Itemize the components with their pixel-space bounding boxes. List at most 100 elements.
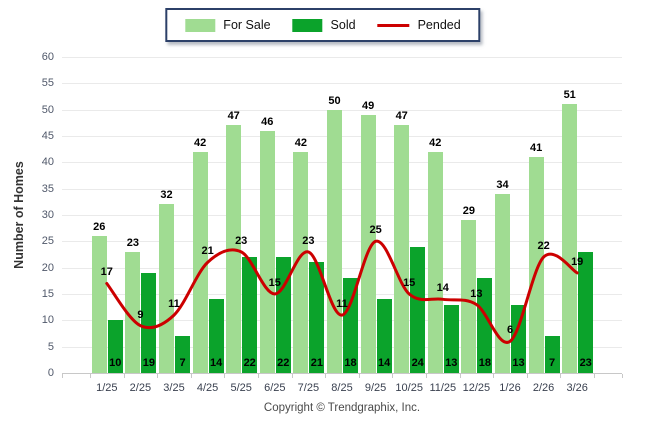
y-tick-label: 5 xyxy=(47,340,54,353)
pended-value-label: 21 xyxy=(201,245,214,258)
x-axis-tick xyxy=(358,374,360,378)
y-tick-label: 30 xyxy=(41,209,54,221)
sold-value-label: 22 xyxy=(277,357,290,369)
sold-value-label: 18 xyxy=(478,357,492,369)
y-tick-label: 20 xyxy=(41,261,54,274)
sold-bar xyxy=(410,246,426,373)
pended-value-label: 6 xyxy=(506,324,514,337)
sold-value-label: 7 xyxy=(549,357,556,369)
x-tick-label: 9/25 xyxy=(364,382,387,394)
pended-value-label: 11 xyxy=(168,298,180,311)
sold-value-label: 22 xyxy=(243,357,256,369)
pended-line-swatch xyxy=(377,23,410,27)
x-axis-tick xyxy=(258,374,259,378)
legend-label-pended: Pended xyxy=(417,18,461,32)
for-sale-value-label: 34 xyxy=(496,178,509,191)
for-sale-bar xyxy=(394,125,410,373)
for-sale-value-label: 49 xyxy=(361,99,375,112)
for-sale-bar xyxy=(293,151,309,373)
for-sale-value-label: 51 xyxy=(563,89,576,102)
x-axis-tick xyxy=(190,374,192,378)
legend-label-sold: Sold xyxy=(330,18,356,32)
for-sale-value-label: 42 xyxy=(429,136,442,149)
y-tick-label: 15 xyxy=(41,288,54,300)
x-axis-tick xyxy=(224,374,226,378)
x-axis-tick xyxy=(392,374,394,378)
sold-value-label: 14 xyxy=(209,357,223,369)
gridline xyxy=(62,346,622,348)
sold-swatch xyxy=(292,18,323,32)
x-tick-label: 10/25 xyxy=(395,382,423,394)
for-sale-value-label: 41 xyxy=(529,142,543,155)
sold-value-label: 19 xyxy=(142,357,156,369)
x-axis-tick xyxy=(622,374,623,378)
gridline xyxy=(62,136,622,137)
sold-bar xyxy=(175,336,190,373)
x-axis-tick xyxy=(459,374,461,378)
for-sale-bar xyxy=(360,114,376,373)
gridline xyxy=(62,162,622,164)
sold-value-label: 13 xyxy=(445,357,458,369)
for-sale-bar xyxy=(192,151,208,373)
gridline xyxy=(62,83,622,85)
y-tick-label: 55 xyxy=(41,77,54,90)
for-sale-bar xyxy=(327,109,342,373)
y-tick-label: 45 xyxy=(41,130,54,142)
for-sale-bar xyxy=(226,125,242,373)
x-axis-tick xyxy=(123,374,125,378)
x-tick-label: 1/25 xyxy=(96,382,118,394)
sold-value-label: 13 xyxy=(512,357,525,369)
x-tick-label: 7/25 xyxy=(297,382,320,394)
x-axis-tick xyxy=(426,374,427,378)
pended-value-label: 23 xyxy=(302,234,315,247)
gridline xyxy=(62,188,622,190)
for-sale-value-label: 42 xyxy=(193,136,207,149)
for-sale-value-label: 47 xyxy=(395,110,408,123)
pended-value-label: 9 xyxy=(137,308,144,321)
for-sale-swatch xyxy=(185,18,216,32)
for-sale-value-label: 32 xyxy=(160,189,173,202)
x-axis-line xyxy=(62,373,622,374)
for-sale-bar xyxy=(259,130,275,373)
for-sale-bar xyxy=(562,104,578,373)
x-axis-tick xyxy=(325,374,327,378)
for-sale-value-label: 47 xyxy=(227,110,240,123)
y-tick-label: 10 xyxy=(41,314,54,327)
sold-value-label: 14 xyxy=(377,357,391,369)
x-tick-label: 8/25 xyxy=(331,382,353,394)
sold-value-label: 7 xyxy=(179,357,186,369)
for-sale-bar xyxy=(159,204,174,373)
gridline xyxy=(62,57,622,58)
for-sale-bar xyxy=(427,151,443,373)
pended-value-label: 17 xyxy=(100,266,113,279)
for-sale-value-label: 23 xyxy=(126,236,140,249)
pended-value-label: 23 xyxy=(235,234,248,247)
pended-value-label: 14 xyxy=(436,282,449,295)
x-tick-label: 3/26 xyxy=(566,382,588,394)
x-axis-tick xyxy=(62,374,63,378)
pended-value-label: 15 xyxy=(268,277,281,289)
x-axis-tick xyxy=(526,374,528,378)
x-axis-tick xyxy=(90,374,91,378)
x-axis-tick xyxy=(560,374,562,378)
for-sale-bar xyxy=(495,193,510,373)
x-tick-label: 4/25 xyxy=(196,382,219,394)
legend: For Sale Sold Pended xyxy=(165,8,481,42)
x-tick-label: 3/25 xyxy=(163,382,185,394)
for-sale-value-label: 42 xyxy=(294,136,308,149)
sold-value-label: 10 xyxy=(109,357,122,369)
x-tick-label: 2/25 xyxy=(129,382,152,394)
pended-value-label: 19 xyxy=(571,255,584,268)
sold-value-label: 18 xyxy=(344,357,357,369)
sold-value-label: 23 xyxy=(579,357,592,369)
y-tick-label: 0 xyxy=(47,367,54,379)
pended-value-label: 25 xyxy=(369,224,382,237)
copyright-text: Copyright © Trendgraphix, Inc. xyxy=(263,402,421,414)
for-sale-bar xyxy=(91,236,107,373)
gridline xyxy=(62,215,622,216)
x-axis-tick xyxy=(291,374,293,378)
pended-value-label: 13 xyxy=(470,287,483,300)
for-sale-value-label: 29 xyxy=(462,205,476,218)
y-tick-label: 60 xyxy=(41,51,54,63)
